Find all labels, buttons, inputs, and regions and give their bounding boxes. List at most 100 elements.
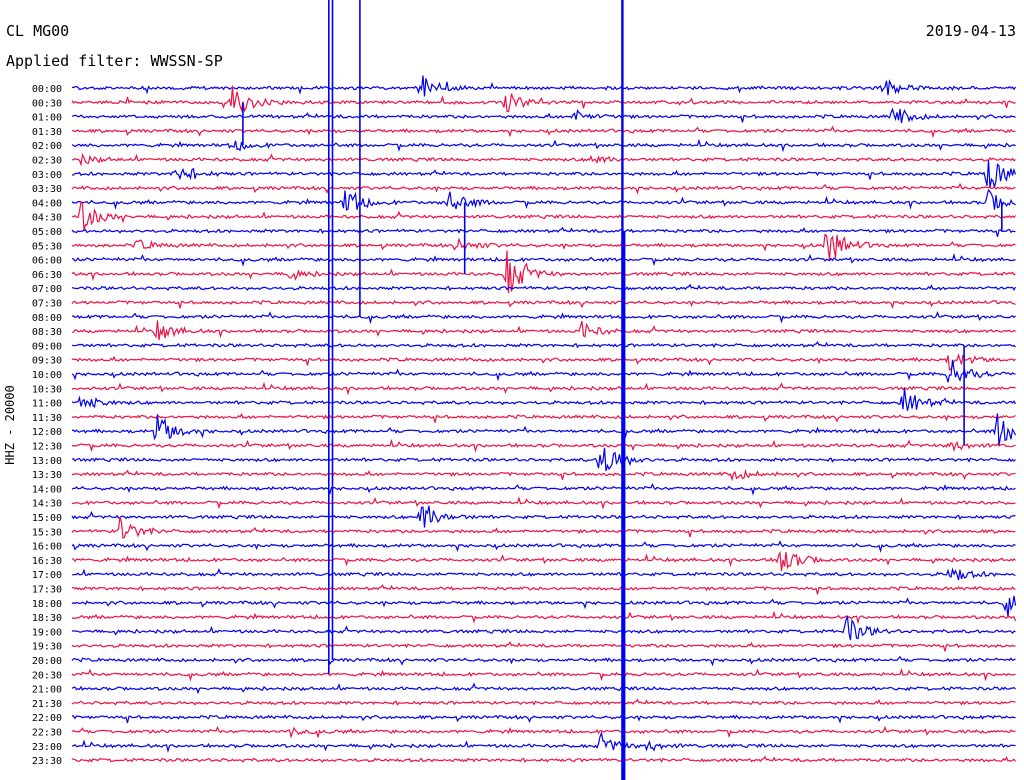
row-time-label: 23:30 — [32, 756, 62, 767]
trace-row-1730 — [71, 584, 1016, 595]
trace-row-2300 — [71, 731, 1016, 754]
trace-row-0700 — [71, 283, 1017, 292]
row-time-label: 22:00 — [32, 713, 62, 724]
trace-row-0730 — [71, 299, 1016, 309]
trace-row-0000 — [71, 75, 1017, 97]
row-time-label: 21:30 — [32, 699, 62, 710]
trace-row-1130 — [71, 412, 1016, 423]
row-time-label: 13:30 — [32, 470, 62, 481]
trace-row-0830 — [71, 320, 1016, 340]
row-time-label: 12:00 — [32, 427, 62, 438]
trace-row-1300 — [71, 447, 1016, 472]
trace-row-1530 — [71, 517, 1016, 539]
row-time-label: 14:30 — [32, 499, 62, 510]
row-time-label: 13:00 — [32, 456, 62, 467]
trace-row-2130 — [71, 698, 1016, 706]
trace-row-2200 — [71, 714, 1016, 724]
row-time-label: 18:00 — [32, 599, 62, 610]
trace-row-2230 — [71, 725, 1016, 739]
trace-row-0030 — [71, 85, 1016, 113]
row-time-label: 00:00 — [32, 84, 62, 95]
row-time-label: 08:00 — [32, 313, 62, 324]
row-time-label: 04:00 — [32, 198, 62, 209]
trace-row-0330 — [71, 182, 1016, 195]
trace-row-0630 — [71, 250, 1016, 294]
row-time-label: 16:00 — [32, 542, 62, 553]
row-time-label: 07:00 — [32, 284, 62, 295]
trace-row-0230 — [71, 153, 1016, 167]
trace-row-0600 — [71, 253, 1016, 268]
y-axis-label: HHZ - 20000 — [3, 385, 17, 464]
trace-row-0400 — [71, 188, 1016, 211]
row-time-label: 12:30 — [32, 442, 62, 453]
trace-row-1600 — [71, 540, 1016, 554]
row-time-label: 09:00 — [32, 341, 62, 352]
row-time-label: 15:30 — [32, 527, 62, 538]
trace-row-1900 — [71, 614, 1016, 641]
row-time-label: 14:00 — [32, 484, 62, 495]
trace-row-1330 — [71, 468, 1016, 482]
date-label: 2019-04-13 — [925, 22, 1016, 40]
trace-row-1930 — [71, 641, 1016, 652]
row-time-label: 06:00 — [32, 256, 62, 267]
row-time-label: 00:30 — [32, 98, 62, 109]
row-time-label: 03:00 — [32, 170, 62, 181]
row-time-label: 01:30 — [32, 127, 62, 138]
trace-row-1800 — [71, 595, 1017, 618]
trace-row-1830 — [72, 610, 1017, 625]
row-time-label: 02:30 — [32, 156, 62, 167]
trace-row-0500 — [71, 226, 1016, 237]
trace-row-2100 — [71, 682, 1016, 695]
trace-row-0800 — [71, 311, 1016, 325]
trace-row-2330 — [71, 755, 1016, 764]
row-time-label: 05:00 — [32, 227, 62, 238]
row-time-label: 17:30 — [32, 585, 62, 596]
trace-row-0430 — [71, 200, 1016, 232]
row-time-label: 23:00 — [32, 742, 62, 753]
trace-row-2030 — [71, 667, 1016, 682]
row-time-label: 10:00 — [32, 370, 62, 381]
trace-row-0100 — [71, 107, 1016, 124]
trace-row-1100 — [71, 387, 1017, 411]
row-time-label: 16:30 — [32, 556, 62, 567]
row-label-group: 00:00 00:30 01:00 01:30 02:00 02:30 03:00 03:30… — [32, 84, 62, 767]
row-time-label: 04:30 — [32, 213, 62, 224]
trace-row-1400 — [71, 482, 1016, 496]
row-time-label: 20:00 — [32, 656, 62, 667]
station-label: CL MG00 — [6, 22, 70, 40]
filter-label: Applied filter: WWSSN-SP — [6, 52, 223, 70]
trace-row-0930 — [71, 352, 1016, 371]
trace-row-1630 — [71, 550, 1016, 571]
row-time-label: 19:30 — [32, 642, 62, 653]
row-time-label: 02:00 — [32, 141, 62, 152]
row-time-label: 10:30 — [32, 384, 62, 395]
trace-row-0300 — [71, 159, 1017, 188]
trace-row-1700 — [71, 567, 1016, 581]
trace-row-1030 — [71, 381, 1016, 396]
row-time-label: 07:30 — [32, 299, 62, 310]
trace-group — [71, 75, 1017, 764]
row-time-label: 18:30 — [32, 613, 62, 624]
row-time-label: 17:00 — [32, 570, 62, 581]
row-time-label: 03:30 — [32, 184, 62, 195]
trace-row-0130 — [71, 125, 1016, 139]
row-time-label: 05:30 — [32, 241, 62, 252]
trace-row-0530 — [71, 233, 1016, 261]
row-time-label: 11:00 — [32, 399, 62, 410]
row-time-label: 08:30 — [32, 327, 62, 338]
trace-row-1000 — [71, 359, 1016, 383]
row-time-label: 22:30 — [32, 728, 62, 739]
trace-row-1230 — [71, 438, 1016, 453]
trace-row-0200 — [71, 138, 1016, 153]
trace-row-1200 — [71, 413, 1017, 447]
row-time-label: 20:30 — [32, 670, 62, 681]
trace-row-1500 — [71, 505, 1016, 528]
row-time-label: 19:00 — [32, 627, 62, 638]
row-time-label: 15:00 — [32, 513, 62, 524]
row-time-label: 01:00 — [32, 113, 62, 124]
row-time-label: 09:30 — [32, 356, 62, 367]
trace-row-0900 — [71, 340, 1016, 349]
row-time-label: 11:30 — [32, 413, 62, 424]
trace-row-1430 — [71, 496, 1016, 510]
